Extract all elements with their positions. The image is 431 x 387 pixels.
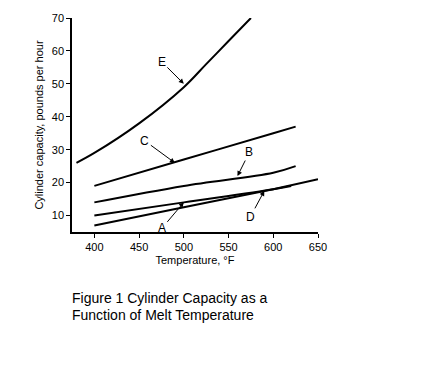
svg-text:E: E bbox=[158, 55, 166, 69]
svg-text:600: 600 bbox=[264, 241, 282, 253]
svg-text:30: 30 bbox=[52, 144, 64, 156]
svg-text:10: 10 bbox=[52, 209, 64, 221]
html-text:Figure 1 Cylinder Capacity as: Figure 1 Cylinder Capacity as a Function… bbox=[72, 290, 268, 323]
svg-text:650: 650 bbox=[309, 241, 327, 253]
svg-text:450: 450 bbox=[130, 241, 148, 253]
svg-text:550: 550 bbox=[219, 241, 237, 253]
svg-text:D: D bbox=[246, 210, 255, 224]
svg-text:60: 60 bbox=[52, 45, 64, 57]
svg-text:B: B bbox=[245, 145, 253, 159]
svg-text:A: A bbox=[158, 221, 166, 235]
svg-text:50: 50 bbox=[52, 78, 64, 90]
svg-text:500: 500 bbox=[175, 241, 193, 253]
svg-text:400: 400 bbox=[85, 241, 103, 253]
svg-text:70: 70 bbox=[52, 12, 64, 24]
svg-text:40: 40 bbox=[52, 111, 64, 123]
svg-text:Temperature, °F: Temperature, °F bbox=[156, 254, 235, 266]
svg-text:C: C bbox=[140, 134, 149, 148]
svg-text:Cylinder capacity, pounds per: Cylinder capacity, pounds per hour bbox=[33, 40, 45, 210]
svg-text:20: 20 bbox=[52, 176, 64, 188]
